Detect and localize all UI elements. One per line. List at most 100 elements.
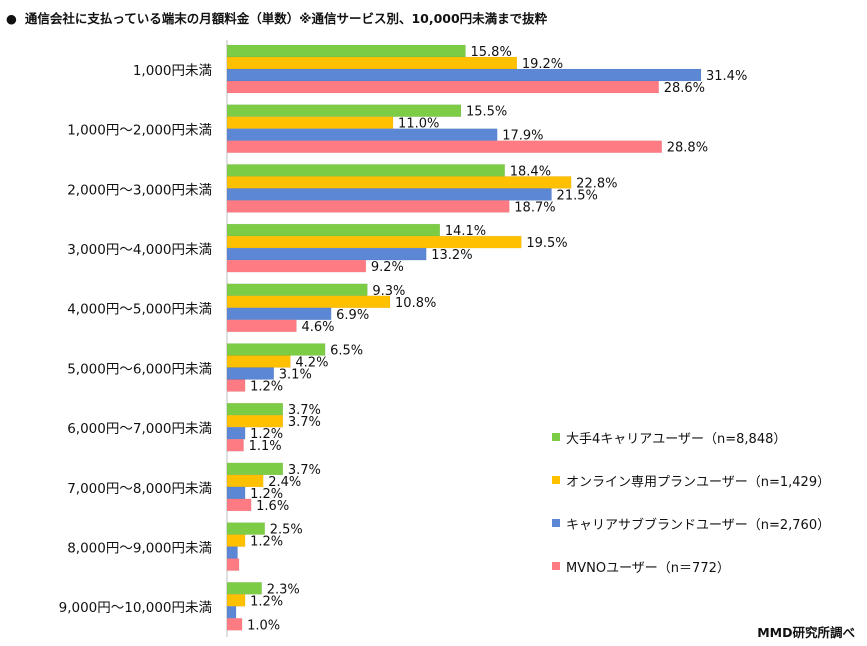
data-label: 3.1%	[279, 368, 312, 383]
data-label: 1.0%	[247, 618, 280, 633]
bar-series1	[226, 104, 462, 117]
category-label: 1,000円～2,000円未満	[67, 123, 212, 139]
data-label: 15.5%	[466, 105, 507, 120]
bar-series4	[226, 259, 367, 273]
legend-swatch-series1	[552, 433, 560, 441]
bar-series3	[226, 247, 427, 261]
data-label: 1.2%	[250, 594, 283, 609]
source-credit: MMD研究所調べ	[757, 625, 855, 640]
legend-swatch-series4	[552, 562, 560, 570]
chart-title-text: 通信会社に支払っている端末の月額料金（単数）※通信サービス別、10,000円未満…	[24, 11, 548, 26]
bar-series1	[226, 223, 441, 237]
legend-label-series3: キャリアサブブランドユーザー（n=2,760）	[566, 517, 831, 533]
data-label: 1.2%	[250, 487, 283, 502]
bar-series4	[226, 618, 243, 631]
data-label: 6.5%	[330, 344, 363, 359]
data-label: 1.2%	[250, 427, 283, 442]
data-label: 1.2%	[250, 535, 283, 550]
bar-series3	[226, 128, 498, 141]
data-label: 10.8%	[395, 296, 436, 311]
data-label: 28.6%	[664, 81, 705, 96]
bar-series2	[226, 534, 246, 547]
bar-series3	[226, 426, 246, 440]
legend-item-series3: キャリアサブブランドユーザー（n=2,760）	[552, 514, 831, 533]
bar-series4	[226, 379, 246, 392]
data-label: 2.5%	[270, 523, 303, 538]
category-label: 7,000円～8,000円未満	[67, 481, 212, 497]
bar-series1	[226, 582, 262, 595]
data-label: 14.1%	[445, 224, 486, 239]
legend-label-series1: 大手4キャリアユーザー（n=8,848）	[566, 431, 787, 447]
data-label: 1.6%	[256, 499, 289, 514]
bar-series2	[226, 56, 518, 70]
bar-series2	[226, 295, 391, 309]
bar-series2	[226, 474, 264, 488]
bar-series3	[226, 68, 702, 82]
bar-series1	[226, 283, 368, 297]
data-label: 6.9%	[336, 308, 369, 323]
data-label: 19.5%	[526, 236, 567, 251]
data-label: 2.4%	[268, 475, 301, 490]
category-label: 2,000円～3,000円未満	[67, 182, 212, 198]
data-label: 15.8%	[471, 45, 512, 60]
bar-series1	[226, 44, 466, 58]
legend-item-series2: オンライン専用プランユーザー（n=1,429）	[552, 471, 831, 490]
category-label: 6,000円～7,000円未満	[67, 421, 212, 437]
legend-item-series1: 大手4キャリアユーザー（n=8,848）	[552, 428, 830, 447]
data-label: 2.3%	[267, 582, 300, 597]
legend-swatch-series3	[552, 519, 560, 527]
data-label: 21.5%	[557, 188, 598, 203]
data-label: 3.7%	[288, 403, 321, 418]
bar-series4	[226, 319, 297, 333]
category-label: 1,000円未満	[133, 63, 212, 79]
bar-series2	[226, 594, 246, 607]
bar-series1	[226, 522, 265, 535]
bar-series2	[226, 176, 572, 189]
legend-label-series2: オンライン専用プランユーザー（n=1,429）	[566, 474, 831, 490]
data-label: 11.0%	[398, 117, 439, 132]
bar-series1	[226, 462, 284, 476]
category-label: 3,000円～4,000円未満	[67, 242, 212, 258]
bar-series4	[226, 200, 510, 213]
data-label: 9.2%	[371, 260, 404, 275]
bar-series2	[226, 116, 394, 129]
legend-swatch-series2	[552, 476, 560, 484]
data-label: 17.9%	[502, 129, 543, 144]
data-label: 22.8%	[576, 176, 617, 191]
data-label: 13.2%	[431, 248, 472, 263]
bar-series3	[226, 546, 238, 559]
category-label: 9,000円～10,000円未満	[59, 600, 212, 616]
bar-series1	[226, 343, 326, 356]
bar-series2	[226, 414, 284, 428]
data-label: 3.7%	[288, 463, 321, 478]
category-label: 8,000円～9,000円未満	[67, 540, 212, 556]
data-label: 19.2%	[522, 57, 563, 72]
chart-title: ● 通信会社に支払っている端末の月額料金（単数）※通信サービス別、10,000円未…	[6, 8, 547, 27]
data-label: 18.4%	[510, 164, 551, 179]
data-label: 9.3%	[372, 284, 405, 299]
bar-series1	[226, 164, 506, 177]
bar-series3	[226, 606, 237, 619]
data-label: 31.4%	[706, 69, 747, 84]
data-label: 1.2%	[250, 380, 283, 395]
category-label: 5,000円～6,000円未満	[67, 361, 212, 377]
bar-series3	[226, 307, 332, 321]
bar-series4	[226, 80, 659, 94]
bar-series4	[226, 438, 244, 452]
bar-series1	[226, 402, 284, 416]
bar-series2	[226, 355, 291, 368]
data-label: 4.2%	[295, 356, 328, 371]
bar-series4	[226, 498, 252, 512]
bar-series3	[226, 486, 246, 500]
bar-series3	[226, 367, 275, 380]
bar-series4	[226, 140, 663, 153]
data-label: 3.7%	[288, 415, 321, 430]
legend: 大手4キャリアユーザー（n=8,848） オンライン専用プランユーザー（n=1,…	[552, 428, 830, 600]
title-bullet: ●	[6, 11, 17, 26]
data-label: 28.8%	[667, 141, 708, 156]
legend-label-series4: MVNOユーザー（n＝772）	[566, 560, 730, 576]
data-label: 4.6%	[301, 320, 334, 335]
bar-series4	[226, 558, 240, 571]
